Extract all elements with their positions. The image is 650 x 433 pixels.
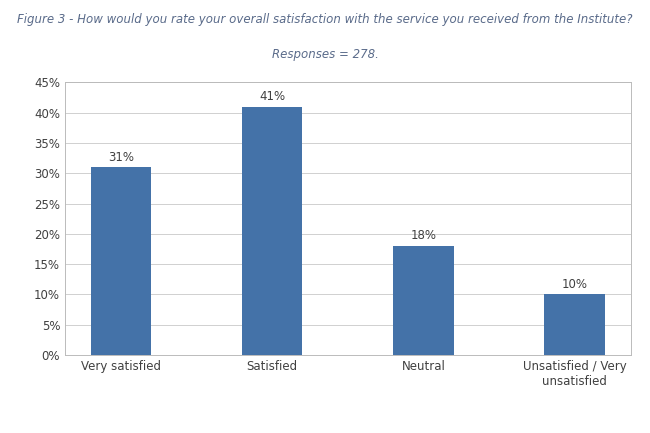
Bar: [242, 107, 302, 355]
Text: 41%: 41%: [259, 90, 285, 103]
Text: 31%: 31%: [108, 151, 134, 164]
Text: 18%: 18%: [410, 229, 436, 242]
Text: Figure 3 - How would you rate your overall satisfaction with the service you rec: Figure 3 - How would you rate your overa…: [18, 13, 632, 26]
Bar: [544, 294, 604, 355]
Text: 10%: 10%: [562, 278, 588, 291]
Bar: [91, 167, 151, 355]
Text: Responses = 278.: Responses = 278.: [272, 48, 378, 61]
Bar: [393, 246, 454, 355]
